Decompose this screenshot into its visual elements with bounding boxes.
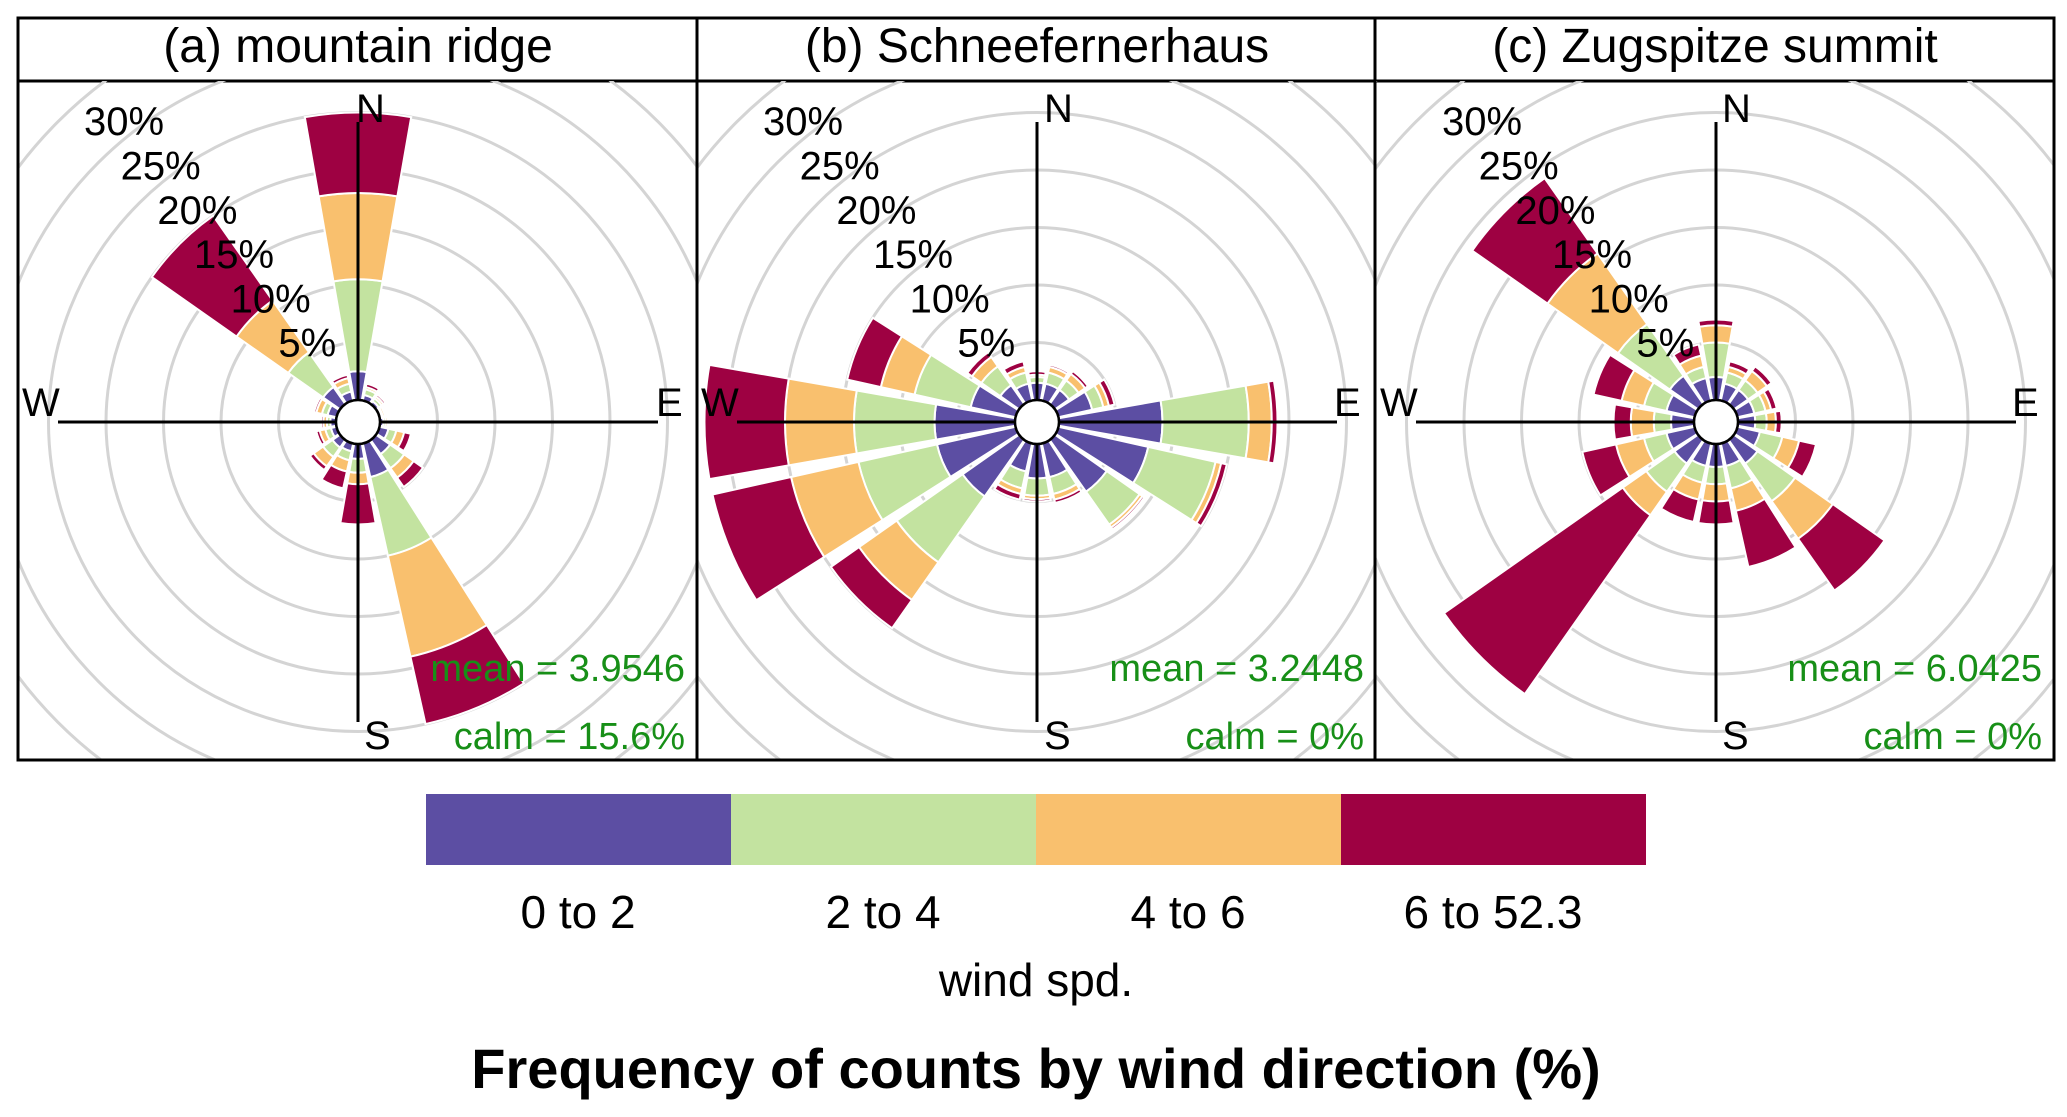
- polar-plot: 5%10%15%20%25%30%: [697, 81, 1375, 760]
- calm-hole: [1013, 398, 1061, 446]
- wind-sector-wnw-bin-3: [312, 396, 324, 414]
- wind-sector-ene-bin-3: [1762, 387, 1778, 411]
- calm-label: calm = 0%: [1186, 716, 1364, 758]
- wind-sector-nnw-bin-3: [1672, 343, 1703, 366]
- ring-label: 30%: [763, 100, 843, 144]
- panels-frame: [16, 16, 2056, 762]
- compass-label-w: W: [22, 381, 60, 425]
- wind-sector-sse-bin-3: [1734, 497, 1797, 569]
- wind-sector-nw-bin-3: [1470, 176, 1599, 305]
- wind-sector-nne-bin-3: [1727, 360, 1751, 376]
- wind-sector-se-bin-3: [1796, 502, 1886, 592]
- legend-label: 6 to 52.3: [1403, 886, 1582, 938]
- wind-sector-ssw-bin-3: [1659, 487, 1700, 524]
- wind-sector-sw-bin-3: [1442, 486, 1652, 696]
- wind-sector-ese-bin-3: [1786, 439, 1818, 479]
- wind-sector-ssw-bin-3: [993, 482, 1023, 501]
- legend-swatch: [731, 794, 1036, 865]
- wind-sector-wnw-bin-3: [845, 316, 904, 389]
- wind-sector-nne-bin-3: [1048, 363, 1070, 376]
- ring-label: 15%: [194, 233, 274, 277]
- panel-title: (b) Schneefernerhaus: [805, 20, 1269, 73]
- panel-schneefernerhaus: (b) Schneefernerhaus 5%10%15%20%25%30% N…: [697, 20, 1375, 760]
- legend-label: 4 to 6: [1130, 886, 1245, 938]
- wind-sector-wnw-bin-3: [1592, 353, 1636, 403]
- panel-mountain-ridge: (a) mountain ridge 5%10%15%20%25%30% N E…: [18, 20, 697, 760]
- polar-plot: 5%10%15%20%25%30%: [18, 81, 697, 760]
- panel-title: (a) mountain ridge: [163, 20, 553, 73]
- compass-label-n: N: [1044, 87, 1073, 131]
- ring-label: 25%: [121, 145, 201, 189]
- wind-sector-nw-bin-3: [150, 214, 275, 339]
- ring-label: 25%: [800, 145, 880, 189]
- ring-label: 10%: [231, 277, 311, 321]
- legend-swatch: [1341, 794, 1646, 865]
- compass-label-s: S: [1044, 714, 1071, 758]
- ring-label: 15%: [873, 233, 953, 277]
- calm-label: calm = 0%: [1864, 716, 2042, 758]
- calm-hole: [334, 398, 382, 446]
- compass-label-e: E: [2012, 381, 2039, 425]
- wind-sector-nnw-bin-3: [330, 373, 350, 386]
- wind-sector-ene-bin-3: [1097, 378, 1116, 408]
- ring-label: 5%: [1636, 322, 1694, 366]
- wind-sector-ssw-bin-3: [320, 463, 349, 490]
- ring-label: 20%: [1515, 189, 1595, 233]
- wind-sector-ene-bin-3: [380, 405, 388, 418]
- calm-label: calm = 15.6%: [454, 716, 685, 758]
- compass-label-e: E: [656, 381, 683, 425]
- ring-label: 20%: [836, 189, 916, 233]
- wind-sector-sse-bin-3: [409, 623, 526, 726]
- compass-label-n: N: [1722, 87, 1751, 131]
- wind-sector-se-bin-3: [395, 459, 425, 489]
- wind-sector-ne-bin-3: [1069, 369, 1090, 390]
- wind-speed-legend: 0 to 2 2 to 4 4 to 6 6 to 52.3 wind spd.: [426, 794, 1646, 1006]
- mean-label: mean = 6.0425: [1787, 648, 2042, 690]
- wind-sector-nne-bin-3: [364, 382, 381, 394]
- ring-label: 30%: [84, 100, 164, 144]
- grid-ring: [1405, 111, 2027, 733]
- wind-sector-ese-bin-3: [396, 431, 413, 453]
- compass-label-e: E: [1334, 381, 1361, 425]
- legend-swatch: [426, 794, 731, 865]
- ring-label: 5%: [278, 322, 336, 366]
- wind-sector-se-bin-3: [1109, 494, 1146, 531]
- ring-label: 30%: [1442, 100, 1522, 144]
- panel-zugspitze-summit: (c) Zugspitze summit 5%10%15%20%25%30% N…: [1375, 20, 2054, 760]
- legend-swatch: [1036, 794, 1341, 865]
- compass-label-w: W: [1380, 381, 1418, 425]
- legend-label: 0 to 2: [520, 886, 635, 938]
- compass-label-s: S: [1722, 714, 1749, 758]
- compass-label-n: N: [356, 87, 385, 131]
- ring-label: 5%: [957, 322, 1015, 366]
- wind-sector-wsw-bin-3: [711, 475, 826, 602]
- ring-label: 25%: [1479, 145, 1559, 189]
- wind-sector-ne-bin-3: [1750, 364, 1774, 388]
- ring-label: 10%: [1589, 277, 1669, 321]
- wind-sector-ne-bin-3: [374, 393, 387, 406]
- compass-label-s: S: [364, 714, 391, 758]
- ring-label: 20%: [157, 189, 237, 233]
- ring-label: 15%: [1552, 233, 1632, 277]
- mean-label: mean = 3.9546: [430, 648, 685, 690]
- compass-label-w: W: [701, 381, 739, 425]
- wind-sector-sw-bin-3: [829, 545, 914, 630]
- wind-sector-ese-bin-3: [1194, 461, 1229, 528]
- legend-label: 2 to 4: [825, 886, 940, 938]
- wind-sector-nw-bin-3: [965, 350, 993, 378]
- panel-title: (c) Zugspitze summit: [1492, 20, 1937, 73]
- wind-sector-sw-bin-3: [308, 451, 329, 472]
- legend-title: wind spd.: [938, 954, 1133, 1006]
- mean-label: mean = 3.2448: [1109, 648, 1364, 690]
- ring-label: 10%: [910, 277, 990, 321]
- wind-sector-wsw-bin-3: [1581, 443, 1631, 497]
- calm-hole: [1692, 398, 1740, 446]
- wind-sector-sse-bin-3: [1053, 487, 1083, 505]
- wind-sector-nnw-bin-3: [1002, 360, 1026, 376]
- figure-caption: Frequency of counts by wind direction (%…: [471, 1037, 1600, 1100]
- wind-sector-wsw-bin-3: [315, 429, 327, 447]
- polar-plot: 5%10%15%20%25%30%: [1375, 81, 2054, 760]
